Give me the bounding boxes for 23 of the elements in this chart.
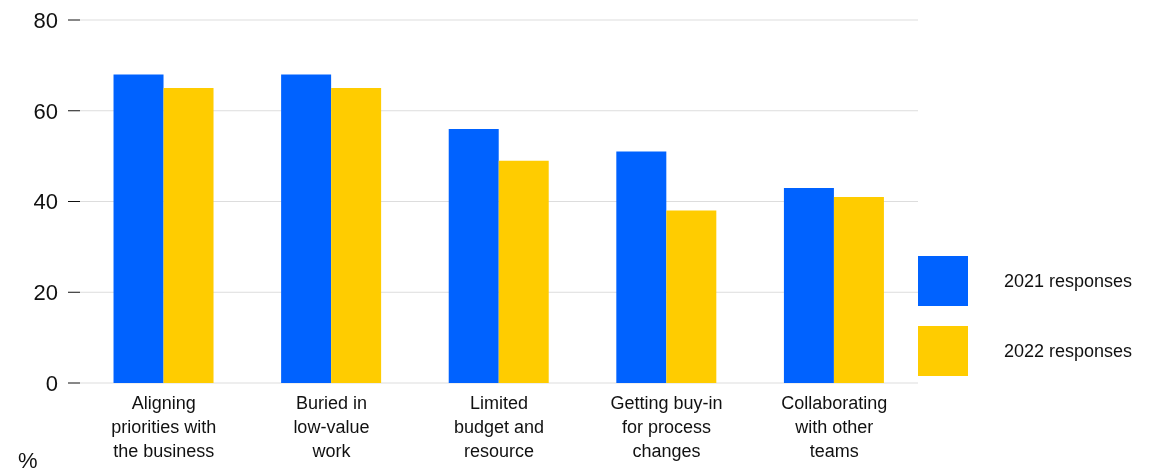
text: 2021 responses <box>1004 270 1133 292</box>
x-tick-label: Aligning priorities with the business <box>111 393 217 461</box>
y-tick-label: 0 <box>45 370 58 396</box>
bar <box>163 88 214 383</box>
bar <box>113 74 164 383</box>
text: 2022 responses <box>1004 340 1133 362</box>
bar <box>616 151 667 383</box>
bar <box>783 187 834 383</box>
bar <box>281 74 332 383</box>
x-tick-label: Collaborating with other teams <box>781 393 888 461</box>
bar <box>833 196 884 383</box>
x-tick-label: Limited budget and resource <box>453 393 545 461</box>
y-tick-label: 60 <box>33 98 58 124</box>
y-axis-title: % <box>18 448 38 473</box>
bar <box>331 88 382 383</box>
x-tick-label: Getting buy-in for process changes <box>610 393 723 461</box>
y-tick-label: 80 <box>33 7 58 33</box>
y-tick-label: 40 <box>33 189 58 215</box>
x-tick-label: Buried in low-value work <box>293 393 370 461</box>
y-tick-label: 20 <box>33 280 58 306</box>
bar <box>448 128 499 383</box>
bar <box>666 210 717 383</box>
bar <box>498 160 549 383</box>
